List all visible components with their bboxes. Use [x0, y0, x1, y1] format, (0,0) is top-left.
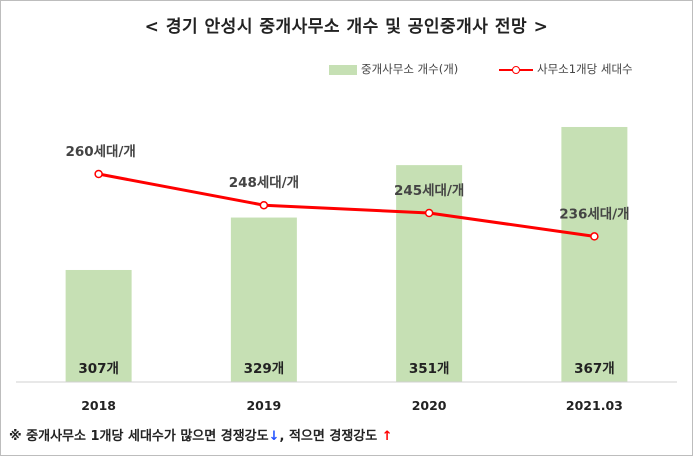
legend-label-bar: 중개사무소 개수(개): [361, 62, 459, 76]
footnote-text-1: ※ 중개사무소 1개당 세대수가 많으면 경쟁강도: [9, 429, 269, 444]
line-point: [94, 169, 103, 179]
bar-data-label: 351개: [409, 361, 450, 377]
bar-2020: [396, 165, 463, 382]
x-tick-label: 2020: [412, 398, 447, 413]
line-point: [259, 200, 269, 210]
legend-item-line: 사무소1개당 세대수: [499, 61, 633, 77]
legend-swatch-bar: [329, 64, 357, 75]
legend-label-line: 사무소1개당 세대수: [537, 62, 633, 76]
bar-data-label: 329개: [244, 361, 285, 377]
x-tick-label: 2019: [246, 398, 281, 413]
legend-item-bar: 중개사무소 개수(개): [329, 61, 458, 77]
line-data-label: 245세대/개: [394, 183, 464, 199]
x-tick-label: 2021.03: [566, 398, 623, 413]
line-data-label: 260세대/개: [65, 144, 135, 160]
legend-swatch-line: [499, 64, 533, 76]
chart-title: < 경기 안성시 중개사무소 개수 및 공인중개사 전망 >: [144, 17, 549, 37]
bar-2018: [65, 269, 132, 382]
arrow-up-icon: ↑: [381, 429, 393, 444]
combo-chart: 307개 329개 351개 367개 2018 2019 2020 2021.03 260세대…: [16, 126, 677, 413]
line-point: [590, 232, 599, 241]
line-point: [424, 208, 434, 218]
bar-2019: [230, 217, 297, 382]
line-data-label: 236세대/개: [559, 206, 629, 222]
line-data-label: 248세대/개: [229, 175, 299, 191]
footnote: ※ 중개사무소 1개당 세대수가 많으면 경쟁강도↓, 적으면 경쟁강도 ↑: [9, 425, 393, 444]
line-series: [98, 172, 595, 238]
bar-data-label: 307개: [78, 361, 119, 377]
bar-data-label: 367개: [574, 361, 615, 377]
footnote-text-2: , 적으면 경쟁강도: [279, 429, 382, 444]
bar-2021.03: [561, 126, 628, 382]
x-tick-label: 2018: [81, 398, 116, 413]
arrow-down-icon: ↓: [268, 429, 280, 444]
